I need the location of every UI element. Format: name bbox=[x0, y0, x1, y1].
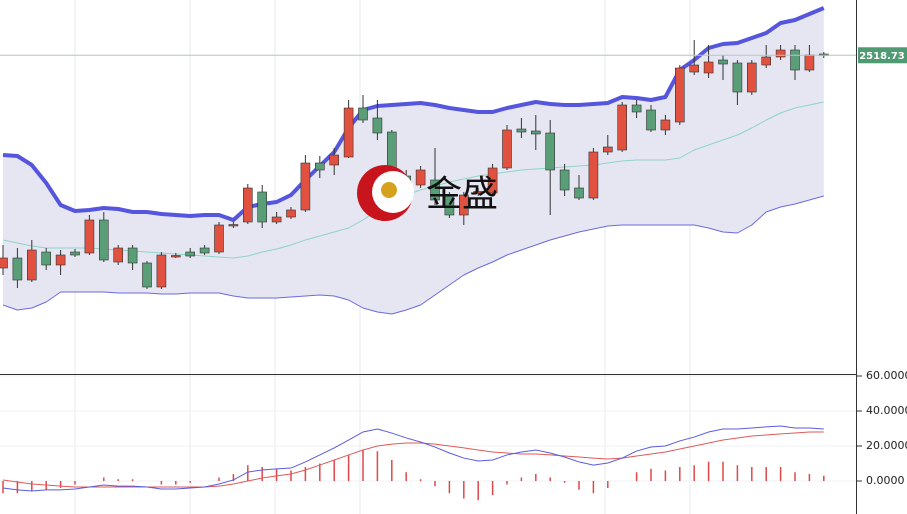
candle-body bbox=[12, 257, 23, 281]
band-fill bbox=[3, 8, 824, 314]
candle-body bbox=[314, 162, 325, 171]
candle-body bbox=[458, 194, 469, 216]
candle-body bbox=[214, 224, 224, 253]
price-panel bbox=[0, 6, 856, 315]
band-upper bbox=[2, 6, 825, 222]
candle-body bbox=[243, 187, 253, 223]
candle-body bbox=[502, 129, 512, 169]
candle-body bbox=[185, 251, 195, 257]
candle-body bbox=[228, 224, 239, 227]
macd-dif bbox=[2, 425, 824, 492]
candle-body bbox=[113, 247, 123, 263]
candle-body bbox=[559, 169, 570, 191]
candle-body bbox=[631, 104, 642, 113]
candle-body bbox=[257, 191, 268, 223]
candle-body bbox=[286, 209, 296, 218]
candle-body bbox=[156, 254, 167, 288]
candle-body bbox=[718, 59, 728, 65]
candle-body bbox=[329, 154, 340, 166]
candle-body bbox=[732, 62, 743, 93]
candle-body bbox=[444, 194, 455, 216]
candle-body bbox=[41, 251, 52, 266]
y-tick-label: 0.0000 bbox=[866, 474, 905, 487]
candle-body bbox=[26, 249, 37, 281]
price-label: 2518.73 bbox=[859, 51, 905, 62]
candle-body bbox=[545, 132, 556, 171]
candle-body bbox=[804, 54, 815, 71]
candle-body bbox=[300, 162, 311, 211]
candle-body bbox=[646, 109, 656, 131]
logo: 金盛 bbox=[357, 165, 498, 221]
candle-body bbox=[171, 255, 181, 258]
candle-body bbox=[473, 191, 484, 194]
candle-body bbox=[199, 247, 210, 254]
logo-ball bbox=[381, 182, 397, 198]
candle-body bbox=[602, 146, 613, 153]
candle-body bbox=[271, 216, 282, 223]
candle-body bbox=[343, 107, 354, 158]
candle-body bbox=[703, 61, 714, 74]
candle-body bbox=[127, 247, 138, 264]
band-lower bbox=[2, 195, 824, 315]
candle-body bbox=[70, 251, 80, 256]
macd-panel: 60.0000 40.0000 20.0000 0.0000 bbox=[0, 369, 907, 501]
candle-body bbox=[55, 254, 66, 266]
candle-body bbox=[674, 67, 685, 123]
logo-text: 金盛 bbox=[426, 174, 498, 215]
candle-body bbox=[530, 130, 541, 135]
candle-body bbox=[142, 262, 152, 288]
candle-body bbox=[358, 107, 368, 121]
candle-body bbox=[574, 187, 584, 199]
candle-body bbox=[516, 128, 527, 133]
candle-body bbox=[660, 119, 671, 131]
candle-body bbox=[430, 179, 440, 201]
y-tick-label: 60.0000 bbox=[866, 369, 907, 382]
candle-body bbox=[487, 167, 498, 194]
y-tick-label: 40.0000 bbox=[866, 404, 907, 417]
candle-body bbox=[588, 151, 599, 199]
candle-body bbox=[775, 49, 786, 58]
candle-body bbox=[99, 219, 109, 261]
candle-body bbox=[372, 117, 383, 134]
candle-body bbox=[415, 169, 426, 186]
candle-body bbox=[617, 104, 628, 151]
candle-body bbox=[761, 56, 772, 66]
price-tag bbox=[858, 47, 907, 64]
candle-body bbox=[790, 49, 800, 71]
candle-body bbox=[84, 219, 95, 254]
candle-body bbox=[746, 62, 757, 93]
y-tick-label: 20.0000 bbox=[866, 439, 907, 452]
candle-body bbox=[0, 257, 8, 269]
candle-body bbox=[689, 64, 700, 73]
